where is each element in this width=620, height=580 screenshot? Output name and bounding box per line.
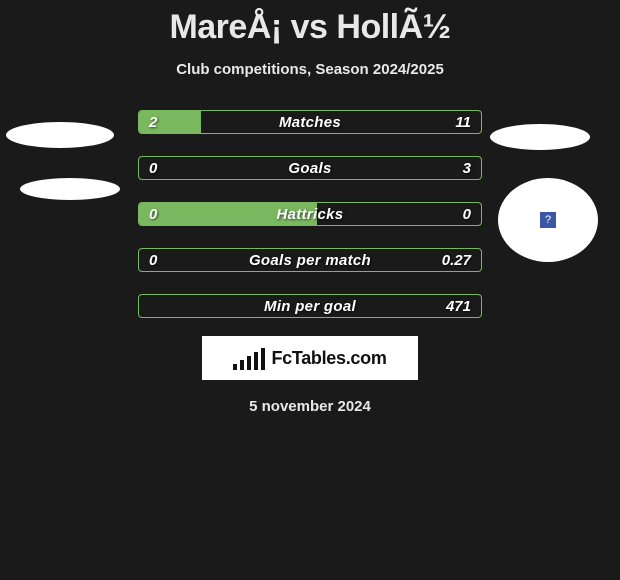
stat-value-left: 0 bbox=[149, 157, 157, 179]
stats-container: Matches211Goals03Hattricks00Goals per ma… bbox=[138, 110, 482, 318]
brand-bar-segment bbox=[261, 348, 265, 370]
branding-badge: FcTables.com bbox=[202, 336, 418, 380]
stat-label: Goals bbox=[139, 157, 481, 179]
brand-bar-segment bbox=[247, 356, 251, 370]
brand-bar-segment bbox=[240, 360, 244, 370]
footer-date: 5 november 2024 bbox=[0, 398, 620, 415]
stat-bar: Hattricks0 0 bbox=[138, 202, 482, 226]
stat-label: Min per goal bbox=[139, 295, 481, 317]
stat-label: Goals per match bbox=[139, 249, 481, 271]
brand-bar-segment bbox=[233, 364, 237, 370]
stat-value-right: 471 bbox=[446, 295, 471, 317]
stat-value-left: 0 bbox=[149, 249, 157, 271]
page-title: MareÅ¡ vs HollÃ½ bbox=[0, 0, 620, 47]
right-player-placeholder: ? bbox=[498, 178, 598, 262]
stat-bar: Goals0 3 bbox=[138, 156, 482, 180]
stat-label: Matches bbox=[139, 111, 481, 133]
stat-value-right: 0.27 bbox=[442, 249, 471, 271]
stat-label: Hattricks bbox=[139, 203, 481, 225]
stat-bar: Matches2 11 bbox=[138, 110, 482, 134]
branding-bars-icon bbox=[233, 346, 265, 370]
stat-value-right: 11 bbox=[455, 111, 471, 133]
brand-bar-segment bbox=[254, 352, 258, 370]
stat-bar: Goals per match0 0.27 bbox=[138, 248, 482, 272]
stat-value-right: 0 bbox=[463, 203, 471, 225]
stat-value-right: 3 bbox=[463, 157, 471, 179]
stat-bar: Min per goal471 bbox=[138, 294, 482, 318]
stat-value-left: 0 bbox=[149, 203, 157, 225]
placeholder-icon: ? bbox=[540, 212, 556, 228]
left-flag-placeholder-1 bbox=[6, 122, 114, 148]
left-flag-placeholder-2 bbox=[20, 178, 120, 200]
subtitle: Club competitions, Season 2024/2025 bbox=[0, 61, 620, 78]
right-flag-placeholder bbox=[490, 124, 590, 150]
branding-text: FcTables.com bbox=[271, 348, 386, 369]
stat-value-left: 2 bbox=[149, 111, 157, 133]
